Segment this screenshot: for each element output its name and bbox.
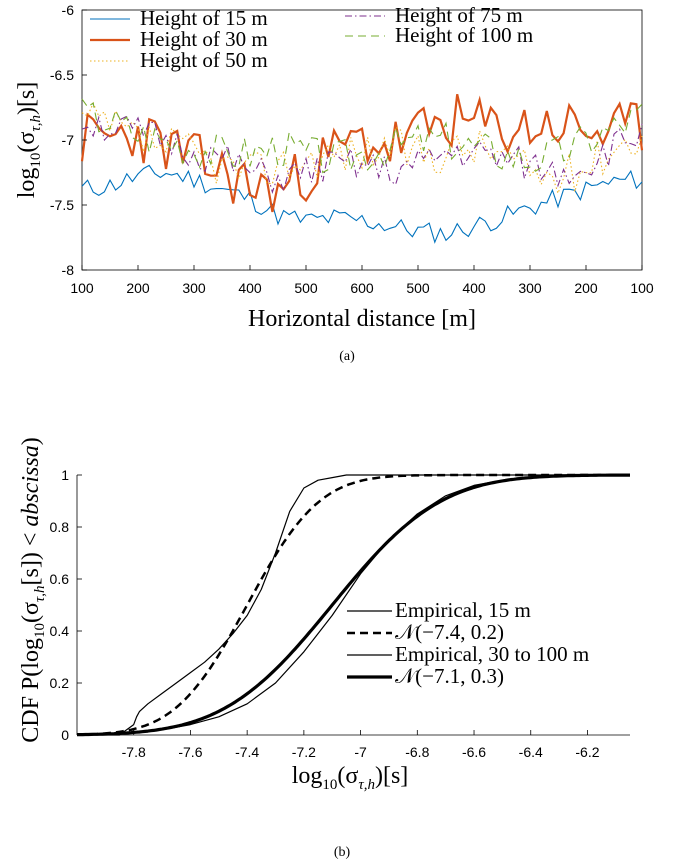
chart-b-xtick-label: -7.4 — [235, 744, 259, 760]
chart-b-ytick-label: 0.6 — [50, 571, 70, 587]
chart-a-xtick-label: 300 — [518, 280, 542, 296]
chart-a-ytick-label: -6.5 — [50, 67, 74, 83]
chart-a-plot-area — [81, 9, 643, 271]
chart-b-xtick-label: -7.8 — [122, 744, 146, 760]
chart-a-legend-label: Height of 75 m — [395, 3, 523, 27]
chart-b-xtick-label: -7.6 — [178, 744, 202, 760]
chart-b-xtick-label: -6.8 — [405, 744, 429, 760]
chart-b-legend-label: 𝒩(−7.1, 0.3) — [395, 664, 504, 688]
chart-b-series-group — [76, 473, 630, 737]
chart-b-xtick-label: -7.2 — [292, 744, 316, 760]
chart-a-series-line-3 — [81, 115, 643, 194]
chart-b-ytick-label: 1 — [61, 467, 69, 483]
chart-a-xtick-label: 500 — [294, 280, 318, 296]
chart-a-series-line-4 — [81, 98, 643, 174]
chart-a-legend-label: Height of 15 m — [140, 6, 268, 30]
chart-a-xtick-label: 100 — [70, 280, 94, 296]
chart-a-ytick-label: -8 — [62, 262, 75, 278]
chart-b-ytick-label: 0 — [61, 727, 69, 743]
chart-a: 100 200 300 400 500 600 500 400 300 200 100 -6 -6.5 -… — [14, 2, 654, 364]
chart-b-xtick-label: -7 — [354, 744, 367, 760]
chart-b-xlabel: log10(στ,h)[s] — [292, 763, 409, 793]
chart-a-ytick-label: -7.5 — [50, 197, 74, 213]
chart-a-xlabel: Horizontal distance [m] — [248, 306, 476, 332]
chart-a-legend-label: Height of 50 m — [140, 48, 268, 72]
chart-a-xtick-label: 100 — [630, 280, 654, 296]
chart-b-xtick-label: -6.4 — [519, 744, 543, 760]
chart-a-xtick-label: 400 — [462, 280, 486, 296]
chart-a-xtick-label: 500 — [406, 280, 430, 296]
chart-a-ticks: 100 200 300 400 500 600 500 400 300 200 100 -6 -6.5 -… — [50, 2, 654, 296]
chart-b-ytick-label: 0.8 — [50, 519, 70, 535]
chart-b-legend-label: 𝒩(−7.4, 0.2) — [395, 620, 504, 644]
chart-b-xtick-label: -6.2 — [575, 744, 599, 760]
chart-a-xtick-label: 200 — [126, 280, 150, 296]
chart-a-legend-label: Height of 30 m — [140, 27, 268, 51]
chart-b: -7.8 -7.6 -7.4 -7.2 -7 -6.8 -6.6 -6.4 -6.2 0 0.2 0.… — [18, 437, 630, 860]
chart-b-legend-label: Empirical, 30 to 100 m — [395, 642, 589, 666]
chart-b-series-line-1 — [77, 473, 630, 736]
chart-a-ytick-label: -6 — [62, 2, 75, 18]
chart-a-ylabel: log10(στ,h)[s] — [14, 82, 44, 199]
chart-a-series-line-2 — [81, 101, 643, 195]
chart-b-ytick-label: 0.4 — [50, 623, 70, 639]
chart-a-legend-label: Height of 100 m — [395, 23, 533, 47]
chart-b-ticks: -7.8 -7.6 -7.4 -7.2 -7 -6.8 -6.6 -6.4 -6.2 0 0.2 0.… — [50, 467, 600, 760]
chart-a-ytick-label: -7 — [62, 132, 75, 148]
chart-a-series-line-1 — [80, 93, 644, 213]
chart-b-legend-label: Empirical, 15 m — [395, 598, 531, 622]
chart-a-xtick-label: 400 — [238, 280, 262, 296]
chart-b-caption: (b) — [334, 845, 351, 860]
chart-b-plot-area — [77, 475, 630, 735]
chart-b-series-line-3 — [77, 473, 630, 737]
chart-a-xtick-label: 600 — [350, 280, 374, 296]
chart-b-legend: Empirical, 15 m𝒩(−7.4, 0.2)Empirical, 30… — [347, 598, 589, 688]
chart-b-ylabel: CDF P(log10(στ,h[s]) < abscissa) — [18, 437, 48, 742]
chart-a-xtick-label: 200 — [574, 280, 598, 296]
chart-a-xtick-label: 300 — [182, 280, 206, 296]
chart-b-ytick-label: 0.2 — [50, 675, 70, 691]
chart-a-caption: (a) — [339, 349, 355, 364]
chart-b-xtick-label: -6.6 — [462, 744, 486, 760]
chart-a-series-group — [80, 93, 644, 244]
chart-a-series-line-0 — [81, 164, 643, 244]
